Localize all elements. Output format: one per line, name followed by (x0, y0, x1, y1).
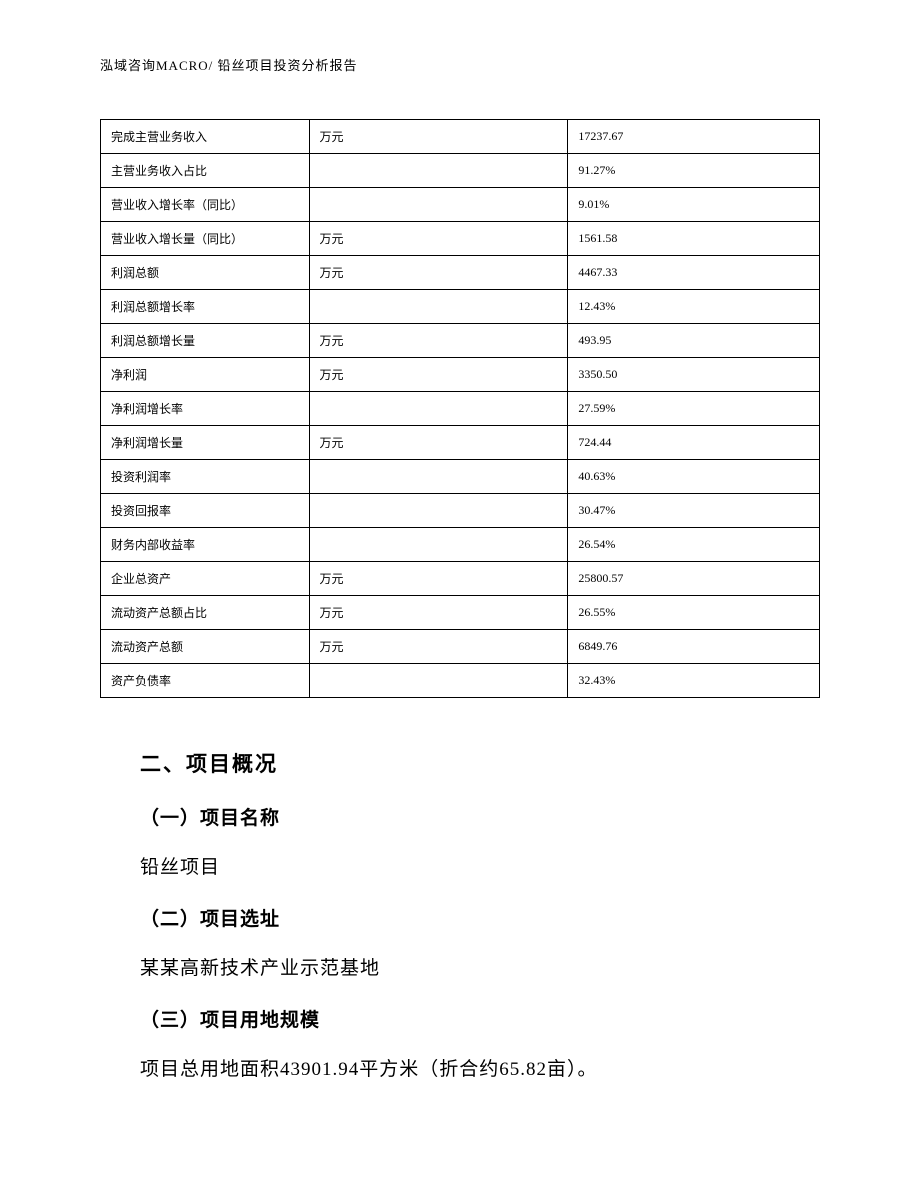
metric-value: 17237.67 (568, 120, 820, 154)
table-row: 投资利润率 40.63% (101, 460, 820, 494)
metric-value: 493.95 (568, 324, 820, 358)
sub-heading-land-scale: （三）项目用地规模 (140, 1005, 820, 1032)
table-row: 流动资产总额占比万元26.55% (101, 596, 820, 630)
metric-label: 净利润增长率 (101, 392, 310, 426)
metric-unit: 万元 (309, 120, 568, 154)
table-row: 企业总资产万元25800.57 (101, 562, 820, 596)
metric-value: 12.43% (568, 290, 820, 324)
project-location-text: 某某高新技术产业示范基地 (140, 953, 820, 980)
metric-unit (309, 392, 568, 426)
metric-label: 完成主营业务收入 (101, 120, 310, 154)
table-row: 营业收入增长率（同比） 9.01% (101, 188, 820, 222)
table-row: 主营业务收入占比 91.27% (101, 154, 820, 188)
metric-label: 投资回报率 (101, 494, 310, 528)
page-header: 泓域咨询MACRO/ 铅丝项目投资分析报告 (100, 55, 820, 74)
metric-label: 财务内部收益率 (101, 528, 310, 562)
metric-value: 40.63% (568, 460, 820, 494)
table-row: 利润总额增长率 12.43% (101, 290, 820, 324)
table-row: 净利润增长率 27.59% (101, 392, 820, 426)
metric-label: 资产负债率 (101, 664, 310, 698)
metric-label: 流动资产总额 (101, 630, 310, 664)
metric-label: 利润总额增长率 (101, 290, 310, 324)
metric-value: 1561.58 (568, 222, 820, 256)
metric-label: 利润总额 (101, 256, 310, 290)
metric-unit: 万元 (309, 222, 568, 256)
metric-value: 9.01% (568, 188, 820, 222)
land-scale-text: 项目总用地面积43901.94平方米（折合约65.82亩）。 (140, 1054, 820, 1081)
table-row: 净利润万元3350.50 (101, 358, 820, 392)
document-page: 泓域咨询MACRO/ 铅丝项目投资分析报告 完成主营业务收入万元17237.67… (0, 0, 920, 1166)
metric-label: 营业收入增长量（同比） (101, 222, 310, 256)
sub-heading-project-name: （一）项目名称 (140, 803, 820, 830)
metric-label: 利润总额增长量 (101, 324, 310, 358)
metric-unit (309, 154, 568, 188)
metric-unit (309, 494, 568, 528)
metric-unit: 万元 (309, 256, 568, 290)
metric-unit (309, 290, 568, 324)
metric-label: 企业总资产 (101, 562, 310, 596)
table-row: 流动资产总额万元6849.76 (101, 630, 820, 664)
metric-label: 净利润 (101, 358, 310, 392)
table-row: 完成主营业务收入万元17237.67 (101, 120, 820, 154)
metric-label: 营业收入增长率（同比） (101, 188, 310, 222)
metric-unit: 万元 (309, 630, 568, 664)
table-row: 净利润增长量万元724.44 (101, 426, 820, 460)
table-row: 资产负债率 32.43% (101, 664, 820, 698)
table-row: 财务内部收益率 26.54% (101, 528, 820, 562)
metric-value: 3350.50 (568, 358, 820, 392)
project-name-text: 铅丝项目 (140, 852, 820, 879)
financial-table: 完成主营业务收入万元17237.67主营业务收入占比91.27%营业收入增长率（… (100, 119, 820, 698)
metric-unit (309, 460, 568, 494)
metric-value: 6849.76 (568, 630, 820, 664)
metric-label: 投资利润率 (101, 460, 310, 494)
metric-value: 724.44 (568, 426, 820, 460)
section-heading-overview: 二、项目概况 (140, 748, 820, 778)
table-row: 营业收入增长量（同比）万元1561.58 (101, 222, 820, 256)
metric-value: 27.59% (568, 392, 820, 426)
table-row: 利润总额增长量万元493.95 (101, 324, 820, 358)
table-row: 投资回报率 30.47% (101, 494, 820, 528)
metric-label: 净利润增长量 (101, 426, 310, 460)
metric-unit (309, 528, 568, 562)
metric-unit: 万元 (309, 596, 568, 630)
metric-unit: 万元 (309, 358, 568, 392)
table-row: 利润总额万元4467.33 (101, 256, 820, 290)
sub-heading-project-location: （二）项目选址 (140, 904, 820, 931)
metric-value: 91.27% (568, 154, 820, 188)
metric-label: 流动资产总额占比 (101, 596, 310, 630)
metric-label: 主营业务收入占比 (101, 154, 310, 188)
metric-unit: 万元 (309, 426, 568, 460)
metric-unit (309, 664, 568, 698)
metric-value: 30.47% (568, 494, 820, 528)
metric-value: 32.43% (568, 664, 820, 698)
metric-value: 4467.33 (568, 256, 820, 290)
metric-unit (309, 188, 568, 222)
metric-unit: 万元 (309, 562, 568, 596)
metric-unit: 万元 (309, 324, 568, 358)
metric-value: 25800.57 (568, 562, 820, 596)
metric-value: 26.54% (568, 528, 820, 562)
metric-value: 26.55% (568, 596, 820, 630)
